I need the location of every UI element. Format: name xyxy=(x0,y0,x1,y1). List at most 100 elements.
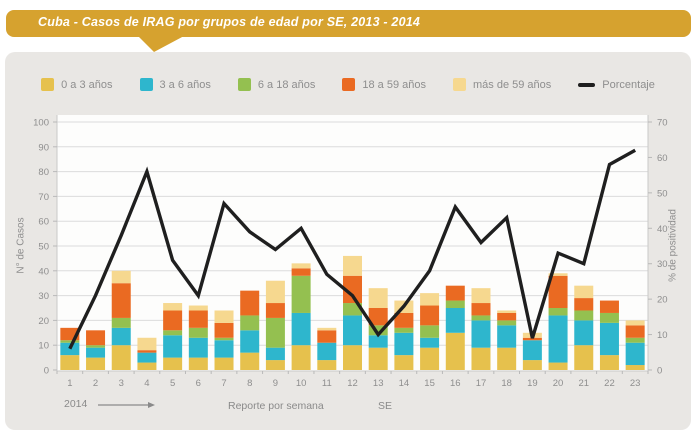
legend-swatch-icon xyxy=(453,78,466,91)
y-left-tick-label: 50 xyxy=(38,242,49,253)
bar-segment-week17-s2 xyxy=(471,315,491,321)
legend-label: 6 a 18 años xyxy=(257,78,316,91)
bar-segment-week22-s2 xyxy=(599,312,619,323)
legend-label: 0 a 3 años xyxy=(61,78,113,91)
legend-swatch-icon xyxy=(41,78,55,91)
bar-segment-week14-s3 xyxy=(394,312,414,328)
chart-legend: 0 a 3 años 3 a 6 años 6 a 18 años 18 a 59 a… xyxy=(0,78,696,91)
y-right-tick-label: 30 xyxy=(657,259,668,270)
bar-segment-week19-s0 xyxy=(522,360,542,370)
bar-segment-week3-s3 xyxy=(111,283,131,318)
bar-segment-week20-s3 xyxy=(548,275,568,308)
bar-segment-week2-s1 xyxy=(86,347,106,358)
bar-segment-week12-s1 xyxy=(343,315,362,346)
bar-segment-week4-s3 xyxy=(137,350,157,353)
x-tick-label: 20 xyxy=(553,378,564,389)
bar-segment-week7-s3 xyxy=(214,322,234,338)
page-title: Cuba - Casos de IRAG por grupos de edad … xyxy=(38,15,421,29)
x-tick-label: 12 xyxy=(347,378,358,389)
legend-item-1: 3 a 6 años xyxy=(139,78,211,91)
bar-segment-week13-s4 xyxy=(368,288,388,308)
bar-segment-week16-s1 xyxy=(445,308,465,333)
bar-segment-week13-s3 xyxy=(368,308,388,326)
bar-segment-week21-s4 xyxy=(574,285,594,299)
bar-segment-week3-s2 xyxy=(111,317,131,328)
bar-segment-week8-s0 xyxy=(240,352,260,370)
x-tick-label: 8 xyxy=(247,378,252,389)
bar-segment-week6-s4 xyxy=(188,305,208,311)
bar-segment-week21-s3 xyxy=(574,298,594,311)
bar-segment-week10-s0 xyxy=(291,345,311,370)
legend-item-3: 18 a 59 años xyxy=(342,78,426,91)
y-left-tick-label: 100 xyxy=(33,118,49,129)
bar-segment-week22-s0 xyxy=(599,355,619,370)
bar-segment-week20-s0 xyxy=(548,362,568,370)
bar-segment-week18-s2 xyxy=(497,320,517,326)
bar-segment-week11-s1 xyxy=(317,342,337,361)
y-right-tick-label: 60 xyxy=(657,153,668,164)
legend-item-line: Porcentaje xyxy=(578,79,655,91)
bar-segment-week11-s0 xyxy=(317,360,337,370)
bar-segment-week15-s2 xyxy=(420,325,440,338)
x-axis-note: Reporte por semana xyxy=(228,400,324,412)
bar-segment-week14-s1 xyxy=(394,332,414,356)
x-tick-label: 14 xyxy=(399,378,410,389)
legend-item-4: más de 59 años xyxy=(453,78,551,91)
legend-swatch-icon xyxy=(139,78,153,91)
x-tick-label: 4 xyxy=(144,378,149,389)
bar-segment-week3-s4 xyxy=(111,270,131,284)
y-right-tick-label: 0 xyxy=(657,366,662,377)
bar-segment-week2-s3 xyxy=(86,330,106,346)
bar-segment-week17-s4 xyxy=(471,288,491,304)
legend-item-2: 6 a 18 años xyxy=(237,78,316,91)
y-left-tick-label: 0 xyxy=(44,366,49,377)
legend-label: Porcentaje xyxy=(602,78,655,91)
bar-segment-week20-s1 xyxy=(548,315,568,363)
bar-segment-week3-s0 xyxy=(111,345,131,370)
bar-segment-week10-s3 xyxy=(291,268,311,276)
bar-segment-week10-s4 xyxy=(291,263,311,269)
bar-segment-week19-s3 xyxy=(522,337,542,341)
bar-segment-week23-s2 xyxy=(625,337,645,343)
bar-segment-week17-s0 xyxy=(471,347,491,370)
x-tick-label: 18 xyxy=(501,378,512,389)
bar-segment-week14-s2 xyxy=(394,327,414,333)
y-right-tick-label: 20 xyxy=(657,295,668,306)
bar-segment-week9-s3 xyxy=(265,303,285,318)
bar-segment-week9-s2 xyxy=(265,317,285,348)
y-left-tick-label: 30 xyxy=(38,291,49,302)
bar-segment-week4-s0 xyxy=(137,362,157,370)
bar-segment-week12-s0 xyxy=(343,345,362,370)
bar-segment-week18-s1 xyxy=(497,325,517,348)
x-tick-label: 10 xyxy=(296,378,307,389)
bar-segment-week10-s1 xyxy=(291,312,311,346)
x-tick-label: 21 xyxy=(578,378,589,389)
bar-segment-week12-s4 xyxy=(343,255,362,276)
legend-swatch-icon xyxy=(237,78,251,91)
bar-segment-week19-s1 xyxy=(522,340,542,361)
title-banner: Cuba - Casos de IRAG por grupos de edad … xyxy=(6,10,691,52)
bar-segment-week21-s1 xyxy=(574,320,594,346)
bar-segment-week5-s1 xyxy=(163,335,183,358)
y-left-tick-label: 80 xyxy=(38,167,49,178)
bar-segment-week6-s3 xyxy=(188,310,208,328)
bar-segment-week22-s1 xyxy=(599,322,619,356)
legend-label: 18 a 59 años xyxy=(362,78,426,91)
bar-segment-week9-s4 xyxy=(265,280,285,304)
x-tick-label: 9 xyxy=(273,378,278,389)
bar-segment-week23-s3 xyxy=(625,325,645,338)
bar-segment-week4-s4 xyxy=(137,337,157,351)
bar-segment-week23-s4 xyxy=(625,320,645,326)
x-tick-label: 11 xyxy=(322,378,332,389)
bar-segment-week15-s0 xyxy=(420,347,440,370)
bar-segment-week23-s0 xyxy=(625,365,645,370)
bar-segment-week7-s2 xyxy=(214,337,234,341)
bar-segment-week20-s4 xyxy=(548,273,568,276)
y-right-tick-label: 40 xyxy=(657,224,668,235)
bar-segment-week6-s1 xyxy=(188,337,208,358)
bar-segment-week7-s1 xyxy=(214,340,234,358)
bar-segment-week1-s0 xyxy=(60,355,80,370)
y-left-tick-label: 90 xyxy=(38,142,49,153)
bar-segment-week21-s0 xyxy=(574,345,594,370)
